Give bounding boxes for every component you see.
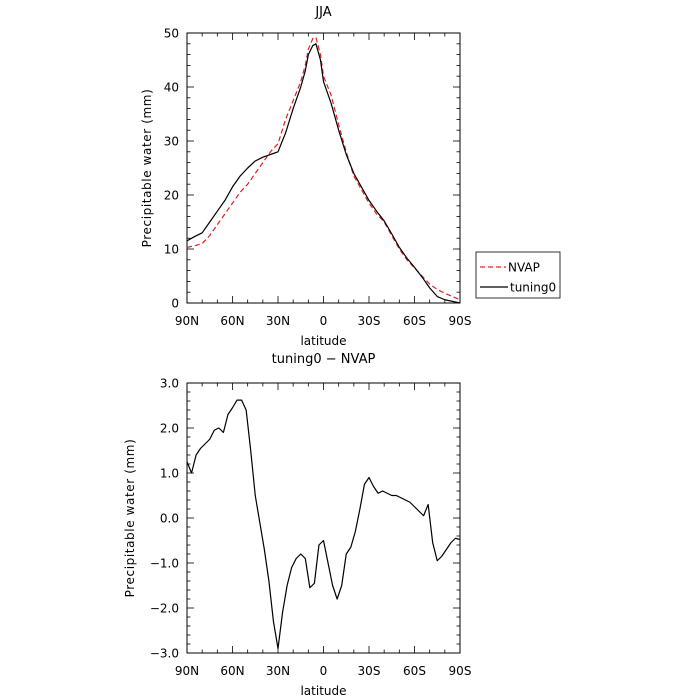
chart-title: tuning0 − NVAP [272, 352, 376, 367]
tick-marks [186, 32, 461, 304]
x-tick-label: 90S [449, 314, 472, 328]
x-tick-label: 30S [358, 314, 381, 328]
y-tick-label: −1.0 [150, 557, 179, 571]
precipitable-water-panel: JJA 0 10 20 30 40 50 90N 60N 30N 0 30S 60S 90S lati… [140, 5, 561, 348]
y-tick-label: 0.0 [160, 512, 179, 526]
x-tick-label: 0 [320, 664, 328, 678]
x-axis-label: latitude [300, 334, 346, 348]
tick-marks [186, 382, 461, 654]
x-tick-label: 30N [266, 314, 290, 328]
series-lines [186, 36, 461, 304]
x-tick-label: 30S [358, 664, 381, 678]
y-tick-label: 10 [164, 243, 179, 257]
x-tick-label: 60S [403, 664, 426, 678]
y-tick-label: 2.0 [160, 422, 179, 436]
series-line [186, 399, 461, 650]
y-axis-label: Precipitable water (mm) [140, 89, 154, 248]
x-tick-label: 60N [220, 314, 244, 328]
y-tick-label: −3.0 [150, 647, 179, 661]
x-tick-label: 60S [403, 314, 426, 328]
x-tick-label: 90N [175, 664, 199, 678]
x-tick-label: 60N [220, 664, 244, 678]
y-tick-label: −2.0 [150, 602, 179, 616]
legend-box [475, 251, 561, 299]
y-tick-label: 20 [164, 189, 179, 203]
y-tick-label: 0 [171, 297, 179, 311]
x-axis-label: latitude [300, 684, 346, 698]
y-tick-labels: 0 10 20 30 40 50 [164, 27, 179, 311]
series-lines [186, 399, 461, 650]
y-tick-labels: −3.0 −2.0 −1.0 0.0 1.0 2.0 3.0 [150, 377, 179, 661]
x-tick-label: 30N [266, 664, 290, 678]
y-tick-label: 30 [164, 135, 179, 149]
x-tick-label: 90S [449, 664, 472, 678]
x-tick-labels: 90N 60N 30N 0 30S 60S 90S [175, 664, 472, 678]
legend-label-nvap: NVAP [508, 261, 540, 275]
chart-title: JJA [314, 5, 331, 20]
y-tick-label: 40 [164, 81, 179, 95]
x-tick-label: 0 [320, 314, 328, 328]
plot-frame [186, 382, 461, 654]
series-line-tuning0 [186, 43, 461, 304]
y-tick-label: 50 [164, 27, 179, 41]
difference-panel: tuning0 − NVAP −3.0−2.0−1.00.01.02.03.0 … [123, 352, 471, 698]
y-axis-label: Precipitable water (mm) [123, 439, 137, 598]
y-tick-label: 3.0 [160, 377, 179, 391]
x-tick-label: 90N [175, 314, 199, 328]
series-line-nvap [186, 36, 461, 301]
x-tick-labels: 90N 60N 30N 0 30S 60S 90S [175, 314, 472, 328]
legend-label-tuning0: tuning0 [510, 281, 556, 295]
legend: NVAP tuning0 [475, 251, 561, 299]
y-tick-label: 1.0 [160, 467, 179, 481]
